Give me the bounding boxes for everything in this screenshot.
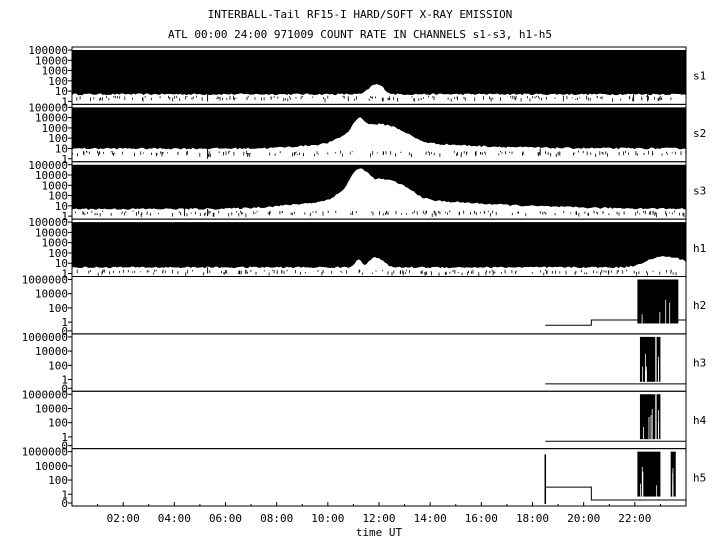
y-tick-label-s1: 1000: [42, 65, 69, 78]
count-rate-noise-s3: [75, 210, 685, 218]
x-tick-label: 08:00: [260, 512, 293, 525]
y-tick-label-s3: 1000: [42, 179, 69, 192]
y-tick-label-h2: 10000: [35, 288, 68, 301]
chart-title: INTERBALL-Tail RF15-I HARD/SOFT X-RAY EM…: [207, 8, 513, 21]
count-rate-noise-h1: [76, 269, 677, 277]
y-tick-label-h3: 100: [48, 359, 68, 372]
y-tick-label-h1: 10: [55, 257, 68, 270]
y-tick-label-s3: 10: [55, 200, 68, 213]
y-tick-label-h1: 100: [48, 247, 68, 260]
x-tick-label: 16:00: [465, 512, 498, 525]
x-tick-label: 22:00: [618, 512, 651, 525]
burst-h3: [639, 336, 656, 382]
y-tick-label-h4: 1: [61, 431, 68, 444]
x-axis-label: time UT: [356, 526, 403, 539]
x-tick-label: 04:00: [158, 512, 191, 525]
x-tick-label: 06:00: [209, 512, 242, 525]
y-tick-label-s2: 10000: [35, 112, 68, 125]
channel-label-s3: s3: [693, 184, 706, 197]
channel-label-h1: h1: [693, 242, 706, 255]
y-tick-label-s1: 10: [55, 85, 68, 98]
y-tick-label-s2: 100000: [28, 101, 68, 114]
y-tick-label-h1: 10000: [35, 226, 68, 239]
y-tick-label-s3: 100000: [28, 159, 68, 172]
y-tick-label-s3: 10000: [35, 169, 68, 182]
y-tick-label-s3: 100: [48, 190, 68, 203]
y-tick-label-h5: 1000000: [22, 446, 68, 459]
panel-frame-h5: [71, 448, 687, 507]
count-rate-band-s2: [72, 107, 686, 150]
y-tick-label-h3: 10000: [35, 345, 68, 358]
channel-label-h5: h5: [693, 471, 706, 484]
y-tick-label-h1: 1: [61, 268, 68, 281]
y-tick-label-h2: 1000000: [22, 274, 68, 287]
y-tick-label-h2: 0: [61, 325, 68, 338]
channel-label-s1: s1: [693, 70, 706, 83]
channel-label-h3: h3: [693, 357, 706, 370]
y-tick-label-s2: 1: [61, 153, 68, 166]
x-tick-label: 02:00: [107, 512, 140, 525]
y-tick-label-h1: 100000: [28, 216, 68, 229]
x-tick-label: 20:00: [567, 512, 600, 525]
count-rate-noise-s1: [76, 95, 672, 103]
y-tick-label-h5: 10000: [35, 460, 68, 473]
count-rate-trace-h5: [545, 486, 686, 501]
y-tick-label-s1: 100000: [28, 44, 68, 57]
burst-h2: [637, 279, 679, 324]
y-tick-label-h3: 1: [61, 374, 68, 387]
y-tick-label-h3: 0: [61, 382, 68, 395]
y-tick-label-h2: 1: [61, 316, 68, 329]
y-tick-label-s1: 100: [48, 75, 68, 88]
y-tick-label-h3: 1000000: [22, 331, 68, 344]
y-tick-label-h5: 1: [61, 488, 68, 501]
y-tick-label-h4: 0: [61, 440, 68, 453]
y-tick-label-s2: 10: [55, 142, 68, 155]
x-tick-label: 14:00: [414, 512, 447, 525]
panel-frame-h4: [71, 390, 687, 450]
y-tick-label-h5: 100: [48, 474, 68, 487]
count-rate-band-s3: [72, 164, 686, 210]
y-tick-label-h4: 10000: [35, 402, 68, 415]
y-tick-label-h1: 1000: [42, 237, 69, 250]
channel-label-h2: h2: [693, 299, 706, 312]
count-rate-noise-s2: [71, 150, 687, 158]
count-rate-band-s1: [72, 50, 686, 96]
y-tick-label-s2: 1000: [42, 122, 69, 135]
chart-subtitle: ATL 00:00 24:00 971009 COUNT RATE IN CHA…: [167, 28, 553, 41]
y-tick-label-s1: 10000: [35, 54, 68, 67]
y-tick-label-h2: 100: [48, 302, 68, 315]
y-tick-label-h5: 0: [61, 497, 68, 510]
count-rate-band-h1: [72, 222, 686, 269]
y-tick-label-h4: 1000000: [22, 388, 68, 401]
x-tick-label: 18:00: [516, 512, 549, 525]
channel-label-s2: s2: [693, 127, 706, 140]
channel-label-h4: h4: [693, 414, 707, 427]
x-tick-label: 10:00: [311, 512, 344, 525]
panel-frame-h2: [71, 276, 687, 335]
y-tick-label-s2: 100: [48, 132, 68, 145]
burst-h4: [639, 394, 656, 440]
panel-frame-h3: [71, 333, 687, 392]
x-tick-label: 12:00: [362, 512, 395, 525]
y-tick-label-s1: 1: [61, 95, 68, 108]
y-tick-label-h4: 100: [48, 417, 68, 430]
y-tick-label-s3: 1: [61, 210, 68, 223]
